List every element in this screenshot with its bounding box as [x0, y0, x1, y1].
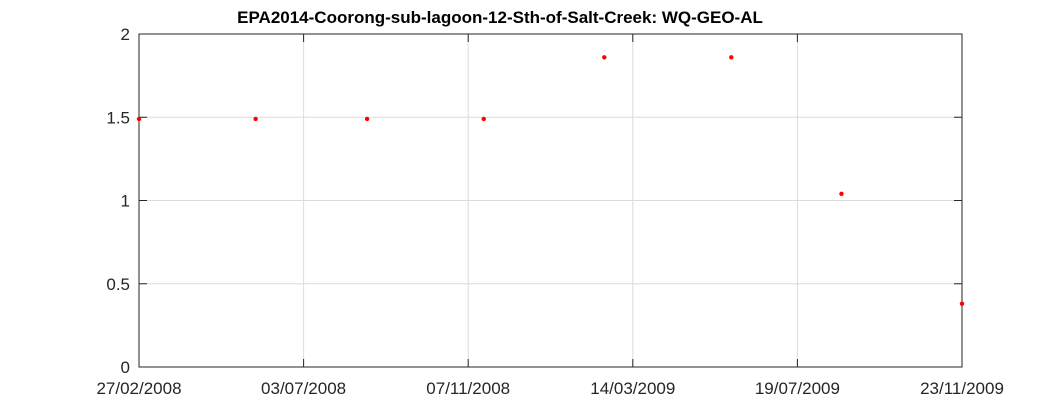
y-tick-label: 0.5 — [106, 275, 130, 294]
grid-lines — [139, 34, 962, 367]
axis-ticks — [138, 33, 963, 368]
x-tick-label: 07/11/2008 — [426, 379, 510, 398]
y-tick-label: 1 — [121, 192, 130, 211]
data-point — [481, 116, 486, 122]
data-point — [959, 301, 965, 306]
data-point — [729, 55, 734, 60]
y-axis-tick-labels: 0 0.5 1 1.5 2 — [106, 25, 130, 377]
data-points — [136, 55, 965, 306]
x-axis-tick-labels: 27/02/2008 03/07/2008 07/11/2008 14/03/2009… — [96, 379, 1003, 398]
y-tick-label: 1.5 — [106, 108, 130, 127]
data-point — [602, 55, 607, 60]
data-point — [364, 116, 370, 122]
chart-title: EPA2014-Coorong-sub-lagoon-12-Sth-of-Sal… — [237, 8, 763, 27]
data-point — [136, 116, 142, 122]
y-tick-label: 2 — [121, 25, 130, 44]
x-tick-label: 14/03/2009 — [590, 379, 675, 398]
x-tick-label: 03/07/2008 — [261, 379, 346, 398]
x-tick-label: 19/07/2009 — [755, 379, 840, 398]
data-point — [839, 191, 844, 197]
x-tick-label: 23/11/2009 — [920, 379, 1004, 398]
data-point — [253, 116, 258, 122]
x-tick-label: 27/02/2008 — [96, 379, 181, 398]
y-tick-label: 0 — [121, 358, 130, 377]
